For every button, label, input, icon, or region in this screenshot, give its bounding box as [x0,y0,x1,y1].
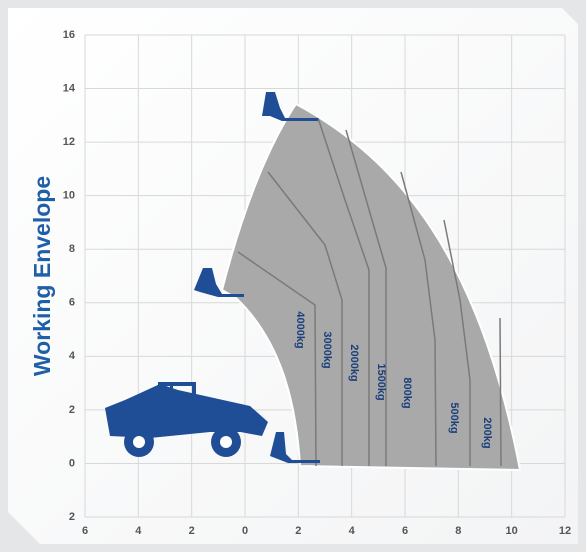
x-tick-label: 10 [506,525,518,537]
x-tick-label: 2 [295,525,301,537]
title: Working Envelope [29,176,55,376]
x-tick-label: 6 [82,525,88,537]
y-tick-label: 2 [69,511,75,523]
load-label: 500kg [448,402,460,433]
y-tick-label: 4 [69,350,76,362]
y-tick-label: 16 [63,29,75,41]
y-tick-label: 8 [69,243,75,255]
x-tick-label: 0 [242,525,248,537]
y-tick-label: 6 [69,297,75,309]
y-tick-label: 14 [63,82,76,94]
load-label: 2000kg [348,344,360,381]
y-tick-label: 2 [69,404,75,416]
x-tick-label: 2 [189,525,195,537]
fork-icons [194,92,320,463]
load-label: 800kg [401,377,413,408]
load-lines [237,117,502,467]
x-tick-label: 8 [455,525,461,537]
y-tick-label: 12 [63,136,75,148]
x-tick-label: 4 [135,525,142,537]
x-tick-label: 12 [559,525,571,537]
y-tick-label: 10 [63,190,75,202]
y-tick-label: 0 [69,457,75,469]
load-label: 3000kg [321,331,333,368]
load-label: 4000kg [294,311,306,348]
telehandler-icon [105,382,268,457]
load-label: 200kg [481,417,493,448]
x-tick-label: 4 [349,525,356,537]
x-tick-label: 6 [402,525,408,537]
load-label: 1500kg [375,363,387,400]
